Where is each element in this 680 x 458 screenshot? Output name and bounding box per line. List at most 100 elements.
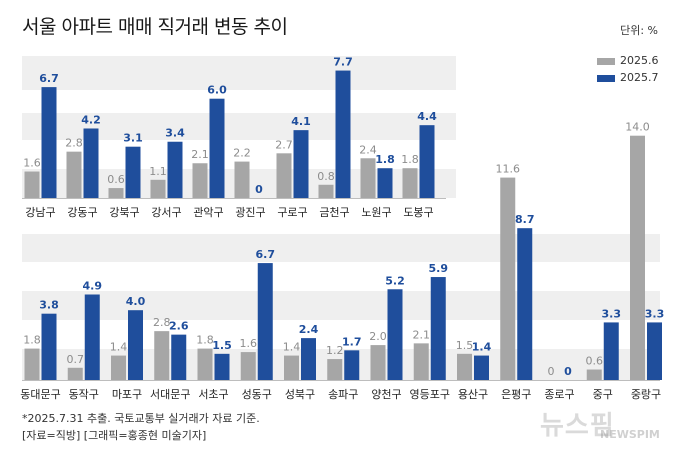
category-label: 성동구 bbox=[242, 388, 272, 401]
data-label: 4.2 bbox=[81, 113, 101, 126]
bar bbox=[66, 151, 82, 198]
data-label: 2.8 bbox=[153, 316, 171, 329]
bar bbox=[474, 355, 489, 380]
category-label: 송파구 bbox=[328, 388, 358, 401]
bar bbox=[128, 310, 143, 380]
bar bbox=[370, 345, 386, 380]
legend-label-2025-6: 2025.6 bbox=[620, 54, 659, 67]
legend-swatch-2025-6 bbox=[597, 58, 615, 65]
grid-band bbox=[22, 291, 660, 320]
data-label: 1.8 bbox=[23, 334, 41, 347]
data-label: 1.8 bbox=[401, 153, 419, 166]
bar bbox=[344, 350, 360, 380]
bar bbox=[24, 348, 40, 380]
data-label: 2.2 bbox=[233, 147, 251, 160]
bar bbox=[240, 352, 256, 380]
bar bbox=[234, 161, 250, 198]
data-label: 6.7 bbox=[39, 72, 59, 85]
category-label: 구로구 bbox=[277, 206, 307, 219]
legend-swatch-2025-7 bbox=[597, 75, 615, 82]
data-label: 1.5 bbox=[456, 339, 474, 352]
data-label: 2.6 bbox=[169, 320, 189, 333]
bar bbox=[402, 168, 418, 198]
legend-label-2025-7: 2025.7 bbox=[620, 71, 659, 84]
data-label: 5.2 bbox=[385, 274, 405, 287]
data-label: 7.7 bbox=[333, 56, 353, 69]
data-label: 1.2 bbox=[326, 344, 344, 357]
data-label: 3.3 bbox=[602, 307, 622, 320]
bar bbox=[67, 367, 83, 380]
bar bbox=[41, 313, 57, 380]
bar bbox=[301, 338, 316, 380]
data-label: 0.6 bbox=[586, 355, 604, 368]
data-label: 3.8 bbox=[39, 299, 59, 312]
category-label: 마포구 bbox=[112, 388, 142, 401]
footnote-line: [자료=직방] [그래픽=홍종현 미술기자] bbox=[22, 429, 207, 442]
category-label: 중랑구 bbox=[631, 388, 661, 401]
bar bbox=[192, 163, 208, 198]
data-label: 2.0 bbox=[369, 330, 387, 343]
bar bbox=[167, 141, 183, 198]
category-label: 관악구 bbox=[193, 206, 223, 219]
bar bbox=[209, 98, 225, 198]
category-label: 강남구 bbox=[25, 206, 55, 219]
bar bbox=[84, 294, 100, 380]
data-label: 2.4 bbox=[299, 323, 319, 336]
data-label: 2.1 bbox=[191, 148, 209, 161]
bar bbox=[125, 146, 141, 198]
chart-title: 서울 아파트 매매 직거래 변동 추이 bbox=[22, 16, 288, 38]
bar bbox=[111, 355, 126, 380]
bar bbox=[517, 228, 533, 380]
bar bbox=[293, 130, 309, 198]
bar bbox=[108, 188, 124, 198]
bar bbox=[360, 158, 376, 198]
category-label: 금천구 bbox=[319, 205, 349, 219]
bar bbox=[457, 353, 472, 380]
bar bbox=[335, 70, 351, 198]
bar bbox=[214, 353, 230, 380]
bar bbox=[419, 125, 435, 198]
category-label: 양천구 bbox=[371, 387, 401, 401]
data-label: 2.8 bbox=[65, 137, 83, 150]
bar bbox=[83, 128, 99, 198]
category-label: 강서구 bbox=[151, 206, 181, 219]
bar bbox=[24, 171, 40, 198]
category-label: 도봉구 bbox=[403, 206, 433, 219]
category-label: 강동구 bbox=[67, 206, 97, 219]
bar bbox=[430, 277, 446, 380]
data-label: 4.9 bbox=[83, 279, 103, 292]
category-label: 노원구 bbox=[361, 206, 391, 219]
data-label: 2.7 bbox=[275, 138, 293, 151]
bar bbox=[150, 179, 166, 198]
bar bbox=[257, 263, 273, 380]
data-label: 4.0 bbox=[126, 295, 146, 308]
bar bbox=[413, 343, 429, 380]
category-label: 동작구 bbox=[69, 388, 99, 401]
unit-label: 단위: % bbox=[620, 24, 658, 37]
data-label: 1.5 bbox=[212, 339, 232, 352]
bar bbox=[154, 331, 170, 380]
grid-band bbox=[22, 56, 456, 90]
grid-band bbox=[22, 234, 660, 262]
bar bbox=[377, 168, 393, 198]
data-label: 11.6 bbox=[496, 163, 521, 176]
data-label: 0 bbox=[564, 365, 572, 378]
data-label: 1.6 bbox=[23, 157, 41, 170]
footnote: *2025.7.31 추출. 국토교통부 실거래가 자료 기준. [자료=직방]… bbox=[22, 410, 260, 444]
data-label: 1.4 bbox=[110, 341, 128, 354]
category-label: 강북구 bbox=[109, 206, 139, 219]
data-label: 1.4 bbox=[283, 341, 301, 354]
bar bbox=[500, 177, 516, 380]
watermark-logo: 뉴스핌 bbox=[540, 411, 615, 441]
data-label: 2.4 bbox=[359, 143, 377, 156]
bar bbox=[387, 289, 403, 380]
data-label: 5.9 bbox=[429, 262, 449, 275]
category-label: 서초구 bbox=[198, 388, 228, 401]
data-label: 1.7 bbox=[342, 335, 362, 348]
bar bbox=[647, 322, 662, 380]
data-label: 6.0 bbox=[207, 84, 227, 97]
data-label: 8.7 bbox=[515, 213, 535, 226]
data-label: 3.3 bbox=[645, 307, 665, 320]
category-label: 서대문구 bbox=[150, 388, 190, 401]
